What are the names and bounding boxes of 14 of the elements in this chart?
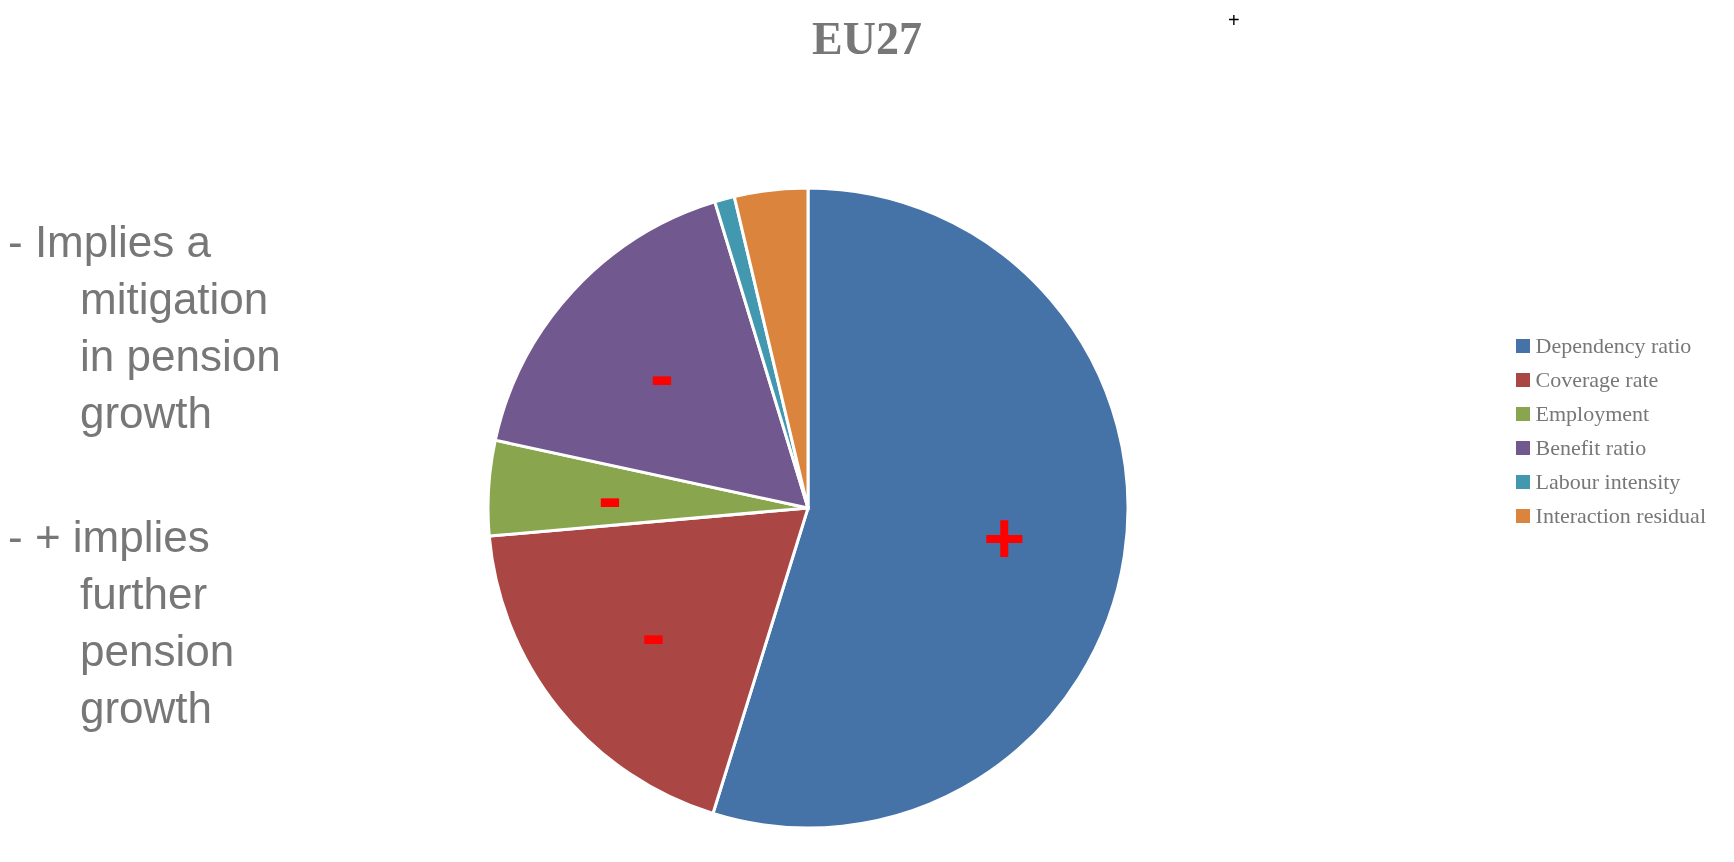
text: - Implies a mitigation in pension growth [8,216,282,439]
legend-label: Benefit ratio [1535,434,1647,462]
legend-label: Interaction residual [1535,502,1706,530]
legend-label: Dependency ratio [1535,332,1692,360]
chart-title: EU27 [812,13,922,64]
legend-label: Labour intensity [1535,468,1681,496]
legend-label: Coverage rate [1535,366,1659,394]
text: - + implies further pension growth [8,511,236,734]
text: + [1228,8,1241,32]
data-label: - [641,592,666,673]
data-label: - [650,333,675,414]
legend-label: Employment [1535,400,1650,428]
data-label: + [983,497,1026,578]
data-label: - [598,455,622,536]
